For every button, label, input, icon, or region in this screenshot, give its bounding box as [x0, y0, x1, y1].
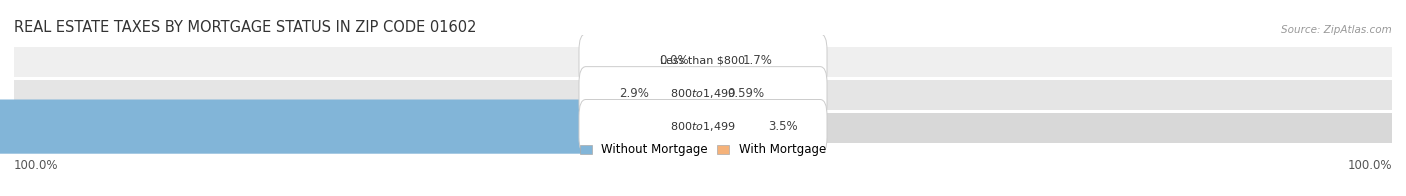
Bar [14, 110, 1392, 113]
Text: 0.59%: 0.59% [728, 87, 765, 100]
Text: Source: ZipAtlas.com: Source: ZipAtlas.com [1281, 25, 1392, 35]
Bar [14, 77, 1392, 80]
Text: 100.0%: 100.0% [14, 159, 59, 172]
FancyBboxPatch shape [579, 34, 827, 88]
Bar [14, 44, 1392, 77]
Text: 3.5%: 3.5% [768, 120, 797, 133]
Text: Less than $800: Less than $800 [661, 56, 745, 66]
Text: 0.0%: 0.0% [659, 54, 689, 67]
Text: $800 to $1,499: $800 to $1,499 [671, 120, 735, 133]
FancyBboxPatch shape [579, 67, 827, 121]
FancyBboxPatch shape [657, 67, 710, 121]
Bar [14, 110, 1392, 143]
Bar [14, 77, 1392, 110]
Legend: Without Mortgage, With Mortgage: Without Mortgage, With Mortgage [581, 143, 825, 156]
FancyBboxPatch shape [0, 100, 593, 154]
Text: $800 to $1,499: $800 to $1,499 [671, 87, 735, 100]
Text: 100.0%: 100.0% [1347, 159, 1392, 172]
FancyBboxPatch shape [579, 100, 827, 154]
Text: 1.7%: 1.7% [742, 54, 773, 67]
Text: REAL ESTATE TAXES BY MORTGAGE STATUS IN ZIP CODE 01602: REAL ESTATE TAXES BY MORTGAGE STATUS IN … [14, 20, 477, 35]
Bar [14, 44, 1392, 47]
Text: 2.9%: 2.9% [620, 87, 650, 100]
